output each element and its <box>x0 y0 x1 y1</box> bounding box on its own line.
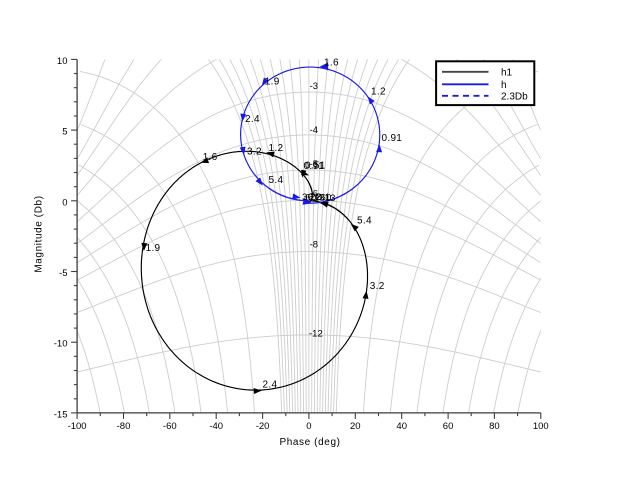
svg-text:80: 80 <box>489 421 500 432</box>
svg-text:-20: -20 <box>256 421 270 432</box>
svg-text:36: 36 <box>302 192 313 203</box>
svg-text:-40: -40 <box>209 421 223 432</box>
svg-text:60: 60 <box>321 193 332 204</box>
svg-text:1.2: 1.2 <box>269 143 284 154</box>
svg-text:8.1: 8.1 <box>317 192 331 203</box>
svg-text:1.9: 1.9 <box>265 76 280 87</box>
svg-text:2.4: 2.4 <box>245 114 260 125</box>
svg-text:-15: -15 <box>54 409 68 420</box>
svg-text:5.4: 5.4 <box>269 175 284 186</box>
svg-text:1.2: 1.2 <box>371 87 386 98</box>
svg-text:-100: -100 <box>68 421 87 432</box>
svg-text:0: 0 <box>306 421 311 432</box>
svg-text:60: 60 <box>306 192 317 203</box>
svg-text:0.51: 0.51 <box>305 161 326 172</box>
svg-text:-80: -80 <box>117 421 131 432</box>
svg-text:h: h <box>501 80 507 91</box>
svg-text:h1: h1 <box>501 67 513 78</box>
svg-text:60: 60 <box>443 421 454 432</box>
svg-text:1.6: 1.6 <box>203 152 218 163</box>
svg-text:1.6: 1.6 <box>324 58 339 69</box>
svg-text:5: 5 <box>62 127 67 138</box>
svg-text:-60: -60 <box>163 421 177 432</box>
svg-text:-3: -3 <box>310 81 318 92</box>
svg-text:-8: -8 <box>310 240 318 251</box>
svg-text:Phase (deg): Phase (deg) <box>279 437 340 448</box>
svg-text:-10: -10 <box>54 339 68 350</box>
svg-text:0.91: 0.91 <box>382 133 403 144</box>
svg-text:2.4: 2.4 <box>263 380 278 391</box>
svg-text:-5: -5 <box>310 159 318 170</box>
svg-text:-5: -5 <box>59 268 67 279</box>
svg-text:5.4: 5.4 <box>357 216 372 227</box>
svg-text:100: 100 <box>533 421 549 432</box>
svg-text:-6: -6 <box>310 189 318 200</box>
svg-text:0: 0 <box>62 197 67 208</box>
svg-text:-12: -12 <box>309 329 323 340</box>
svg-text:-4: -4 <box>310 125 318 136</box>
svg-text:40: 40 <box>396 421 407 432</box>
svg-text:20: 20 <box>350 421 361 432</box>
svg-text:2.3Db: 2.3Db <box>501 91 528 102</box>
svg-text:13: 13 <box>314 193 325 204</box>
svg-text:0.91: 0.91 <box>304 161 325 172</box>
svg-text:3.2: 3.2 <box>370 281 385 292</box>
svg-text:22: 22 <box>310 192 321 203</box>
svg-text:13: 13 <box>325 193 336 204</box>
svg-text:10: 10 <box>57 56 68 67</box>
svg-text:1.9: 1.9 <box>146 243 161 254</box>
svg-text:Magnitude (Db): Magnitude (Db) <box>34 195 45 272</box>
svg-text:3.2: 3.2 <box>247 146 262 157</box>
